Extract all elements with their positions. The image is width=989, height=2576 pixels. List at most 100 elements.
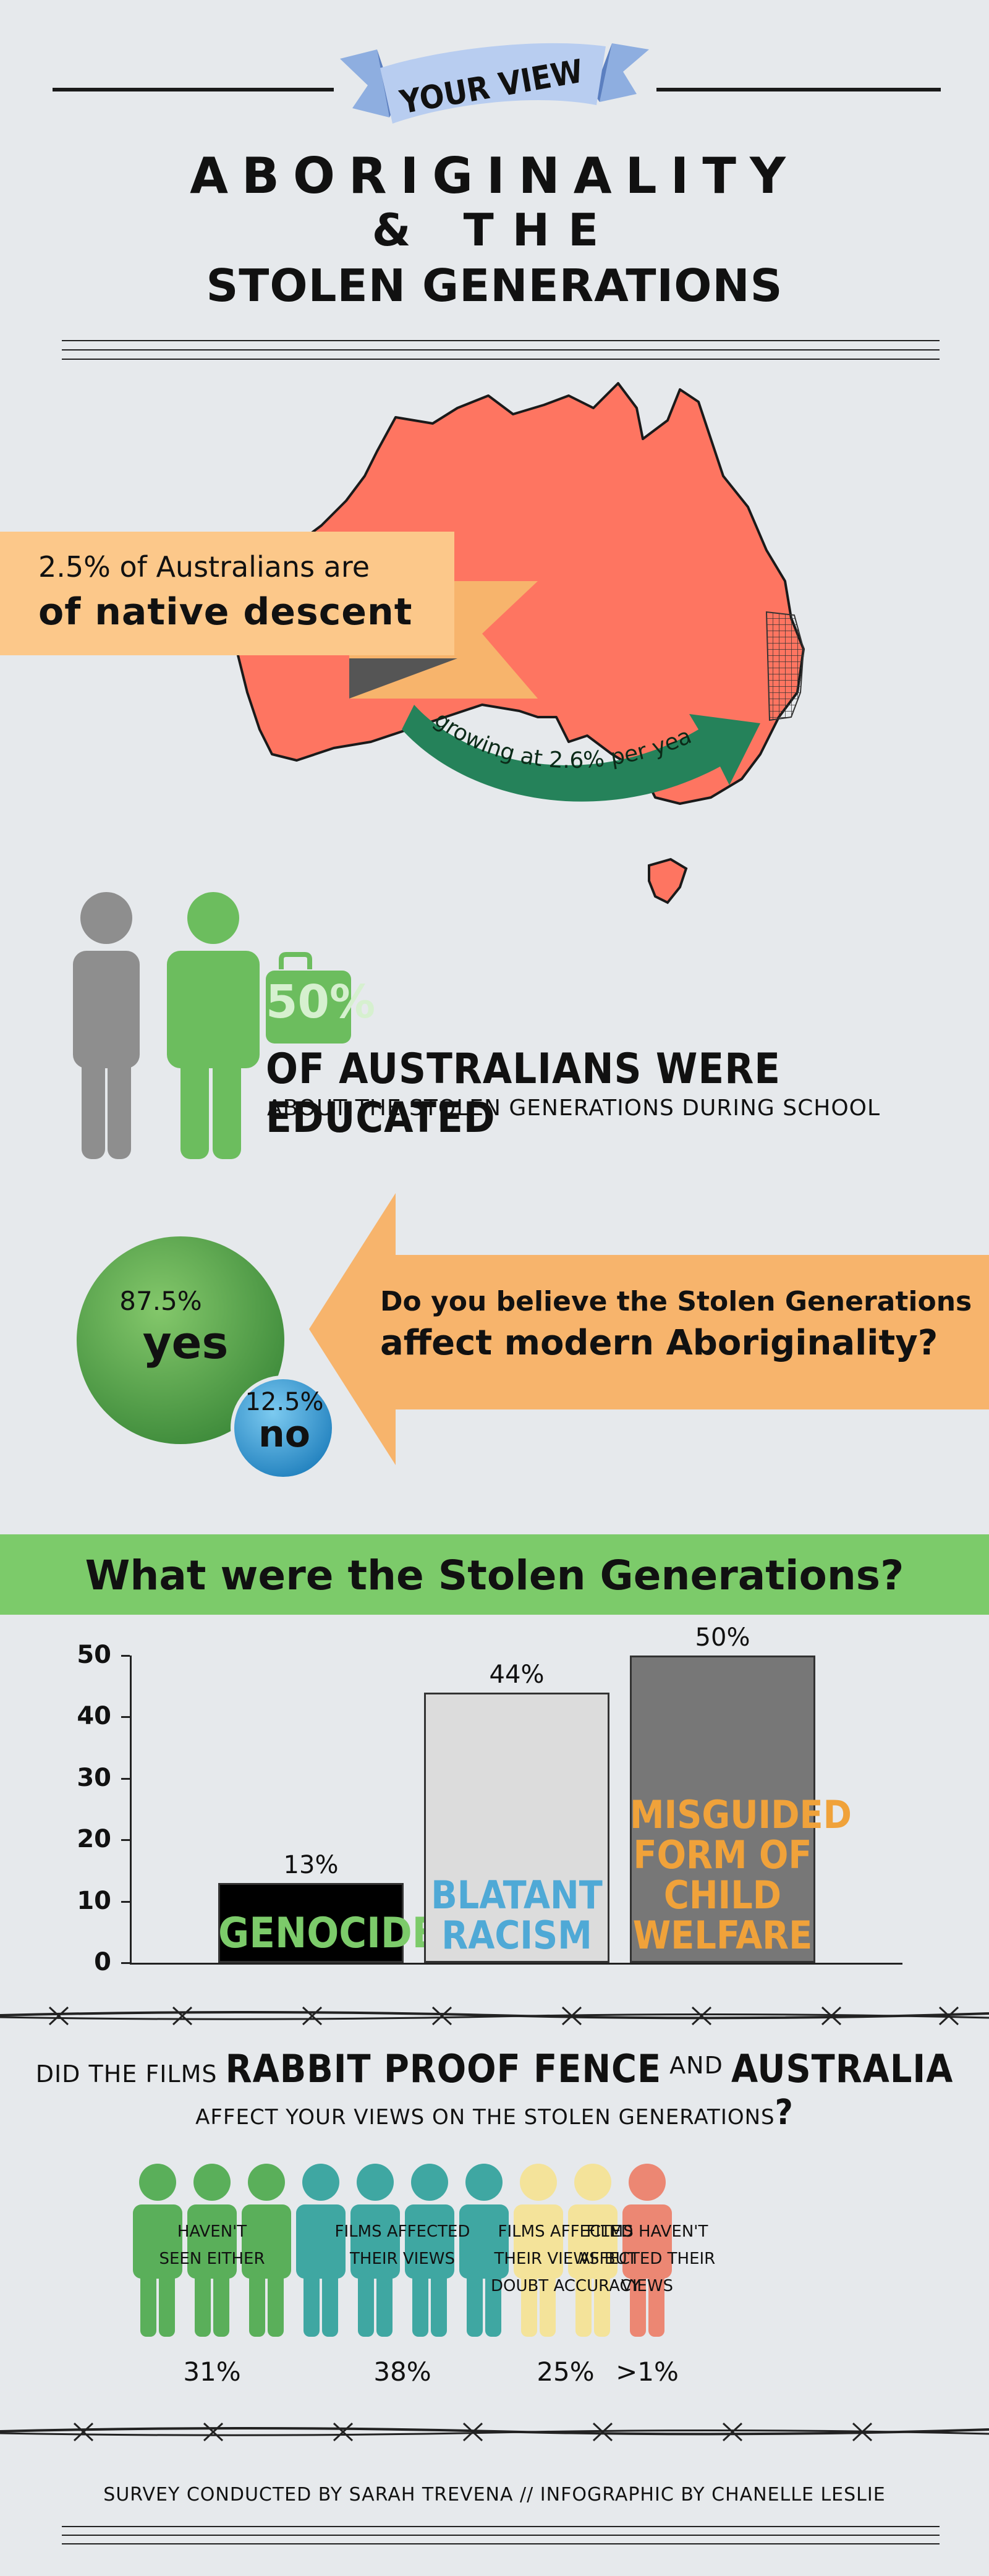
person-icon xyxy=(187,2164,237,2337)
divider-line xyxy=(62,2535,940,2536)
bar-value-label: 44% xyxy=(489,1660,545,1689)
question-line-1: Do you believe the Stolen Generations xyxy=(380,1286,972,1317)
films-question-line-2: AFFECT YOUR VIEWS ON THE STOLEN GENERATI… xyxy=(0,2093,989,2133)
no-label: no xyxy=(258,1413,310,1456)
bar-category-line: FORM OF xyxy=(633,1832,812,1877)
divider-line xyxy=(62,349,940,351)
group-label-line: FILMS HAVEN'T xyxy=(586,2222,708,2241)
divider-line xyxy=(62,2543,940,2544)
education-headline: OF AUSTRALIANS WERE EDUCATED xyxy=(266,1045,781,1142)
people-figures xyxy=(73,892,312,1159)
y-tick-mark xyxy=(121,1655,130,1657)
people-grid xyxy=(133,2164,672,2337)
films-q-line2: AFFECT YOUR VIEWS ON THE STOLEN GENERATI… xyxy=(195,2105,775,2130)
bar-category-label: BLATANT RACISM xyxy=(424,1875,609,1955)
bar-category-line: MISGUIDED xyxy=(630,1792,852,1837)
australia-map: growing at 2.6% per year xyxy=(0,371,805,904)
bar-1 xyxy=(218,1882,404,1963)
divider-line xyxy=(62,359,940,360)
bar-chart: 0 10 20 30 40 50 13% GENOCIDE 44% BLATANT RACISM 50… xyxy=(0,1620,989,1978)
films-q-mark: ? xyxy=(775,2093,794,2133)
x-axis xyxy=(130,1963,902,1965)
title-line-1: ABORIGINALITY xyxy=(190,147,799,205)
bar-category-line: CHILD xyxy=(663,1872,782,1918)
person-icon xyxy=(459,2164,509,2337)
credit-line: SURVEY CONDUCTED BY SARAH TREVENA // INF… xyxy=(103,2484,886,2506)
bar-category-line: RACISM xyxy=(441,1912,592,1958)
native-descent-text: of native descent xyxy=(38,590,413,634)
person-icon xyxy=(133,2164,182,2337)
y-tick-label: 0 xyxy=(94,1948,111,1976)
ribbon-banner: YOUR VIEW xyxy=(340,43,649,124)
bar-category-line: WELFARE xyxy=(632,1912,813,1958)
bar-category-line: BLATANT xyxy=(431,1872,603,1918)
group-label-line: FILMS AFFECTED xyxy=(334,2222,470,2241)
bar-category-label: MISGUIDED FORM OF CHILD WELFARE xyxy=(630,1792,852,1958)
y-tick-label: 10 xyxy=(77,1886,111,1915)
bar-value-label: 50% xyxy=(695,1623,750,1652)
education-percent: 50% xyxy=(266,976,376,1029)
group-label-line: FILMS AFFECTED xyxy=(498,2222,634,2241)
group-label-line: AFFECTED THEIR xyxy=(579,2250,716,2268)
person-icon xyxy=(405,2164,454,2337)
green-person-icon xyxy=(167,892,260,1159)
y-tick-mark xyxy=(121,1962,130,1964)
title-line-3: STOLEN GENERATIONS xyxy=(206,260,783,312)
group-label: FILMS AFFECTED THEIR VIEWS xyxy=(316,2218,489,2272)
bar-2 xyxy=(424,1692,609,1963)
section-banner: What were the Stolen Generations? xyxy=(0,1534,989,1615)
y-tick-mark xyxy=(121,1777,130,1780)
y-tick-label: 40 xyxy=(77,1702,111,1731)
header-rule-right xyxy=(656,88,941,91)
bar-category-label: GENOCIDE xyxy=(218,1908,438,1958)
yes-percent: 87.5% xyxy=(119,1286,202,1316)
group-label-line: SEEN EITHER xyxy=(159,2250,265,2268)
y-tick-label: 20 xyxy=(77,1825,111,1854)
person-icon xyxy=(350,2164,400,2337)
group-percent: >1% xyxy=(616,2357,679,2387)
title-line-2: & THE xyxy=(371,204,618,256)
person-icon xyxy=(514,2164,563,2337)
banner-title: What were the Stolen Generations? xyxy=(85,1552,904,1599)
film-australia: AUSTRALIA xyxy=(731,2046,954,2091)
barbed-wire-divider xyxy=(0,2422,989,2442)
person-icon xyxy=(296,2164,346,2337)
group-label-line: DOUBT ACCURACY xyxy=(490,2277,641,2295)
films-q-pre: DID THE FILMS xyxy=(35,2060,218,2088)
group-label: HAVEN'T SEEN EITHER xyxy=(125,2218,299,2272)
divider-line xyxy=(62,340,940,341)
films-q-and: AND xyxy=(669,2052,723,2079)
bar-value-label: 13% xyxy=(283,1850,339,1879)
divider-line xyxy=(62,2526,940,2527)
y-tick-label: 30 xyxy=(77,1763,111,1792)
native-descent-box: 2.5% of Australians are of native descen… xyxy=(0,532,454,655)
education-subline: ABOUT THE STOLEN GENERATIONS DURING SCHO… xyxy=(267,1095,881,1121)
no-bubble xyxy=(231,1375,336,1481)
native-percent-text: 2.5% of Australians are xyxy=(38,550,370,584)
question-arrow xyxy=(309,1193,989,1465)
y-tick-mark xyxy=(121,1716,130,1719)
briefcase-icon: 50% xyxy=(266,971,376,1044)
yes-bubble xyxy=(77,1236,284,1444)
film-rabbit-proof-fence: RABBIT PROOF FENCE xyxy=(225,2046,662,2091)
group-percent: 31% xyxy=(183,2357,241,2387)
yes-label: yes xyxy=(142,1317,229,1369)
group-percent: 38% xyxy=(373,2357,431,2387)
group-label-line: VIEWS xyxy=(621,2277,674,2295)
films-question: DID THE FILMS RABBIT PROOF FENCE AND AUS… xyxy=(0,2046,989,2091)
answer-bubbles xyxy=(77,1236,336,1481)
group-label-line: THEIR VIEWS BUT xyxy=(494,2250,637,2268)
question-line-2: affect modern Aboriginality? xyxy=(380,1323,938,1363)
bar-category-line: GENOCIDE xyxy=(218,1908,438,1958)
y-tick-mark xyxy=(121,1839,130,1842)
person-icon xyxy=(242,2164,291,2337)
person-icon xyxy=(568,2164,618,2337)
y-tick-mark xyxy=(121,1900,130,1903)
group-percent: 25% xyxy=(537,2357,595,2387)
group-label: FILMS AFFECTED THEIR VIEWS BUT DOUBT ACCUR… xyxy=(479,2218,652,2300)
person-icon xyxy=(622,2164,672,2337)
group-label-line: THEIR VIEWS xyxy=(350,2250,455,2268)
group-label: FILMS HAVEN'T AFFECTED THEIR VIEWS xyxy=(561,2218,734,2300)
y-axis xyxy=(130,1656,132,1963)
grey-person-icon xyxy=(73,892,140,1159)
